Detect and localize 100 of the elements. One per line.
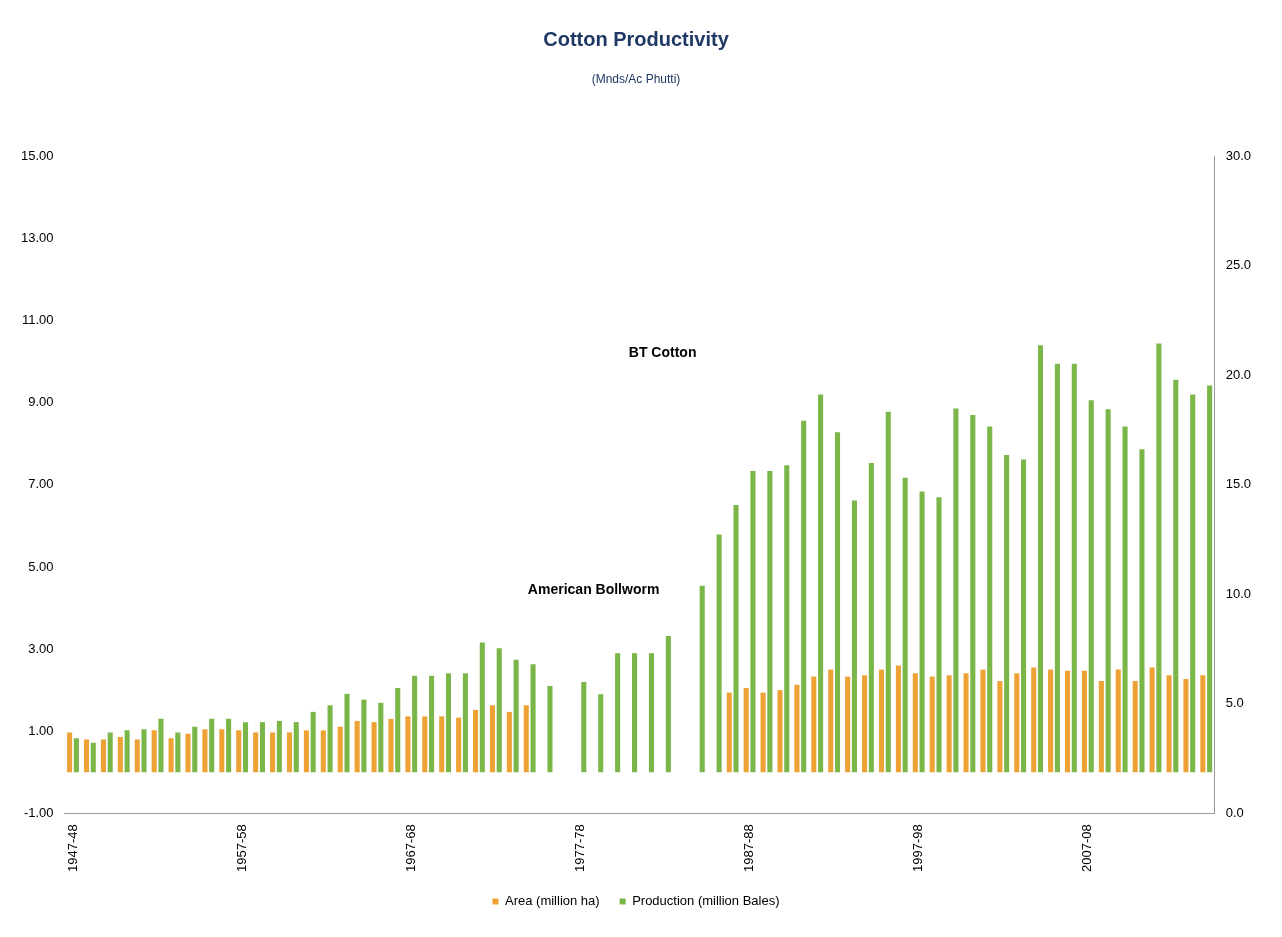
bar — [1098, 681, 1104, 773]
bar — [1081, 670, 1087, 773]
bar — [547, 686, 553, 773]
bar — [885, 411, 891, 773]
y2-tick-label: 10.0 — [1225, 585, 1252, 601]
bar — [1156, 343, 1162, 773]
bar — [1088, 400, 1094, 773]
bar — [777, 690, 783, 773]
bar — [970, 415, 976, 773]
bar — [185, 733, 191, 773]
bar — [489, 705, 495, 773]
y2-tick-label: 15.0 — [1225, 476, 1252, 492]
x-tick-label: 1977-78 — [571, 824, 587, 873]
bar — [1173, 379, 1179, 773]
bar — [1200, 675, 1206, 773]
bar — [523, 705, 529, 773]
y2-tick-label: 20.0 — [1225, 366, 1252, 382]
bar — [1122, 426, 1128, 773]
bar — [158, 718, 164, 773]
bar — [878, 669, 885, 773]
chart-title: Cotton Productivity — [543, 27, 730, 50]
bar — [997, 681, 1003, 773]
bar — [327, 705, 333, 773]
bar — [1166, 675, 1172, 773]
x-tick-label: 1957-58 — [233, 824, 249, 873]
y-tick-label: 1.00 — [28, 722, 54, 738]
bar — [371, 722, 377, 773]
bar — [980, 669, 986, 773]
bar — [946, 675, 952, 773]
bar — [462, 673, 468, 773]
bar — [337, 726, 343, 773]
bar — [834, 432, 841, 773]
bar — [361, 699, 367, 773]
bar — [845, 676, 851, 773]
y-tick-label: 15.00 — [20, 147, 54, 163]
bar — [259, 722, 265, 773]
bar — [310, 711, 316, 773]
bar — [929, 676, 935, 773]
bar — [388, 718, 394, 773]
bar — [209, 718, 215, 773]
bar — [1048, 669, 1054, 773]
bar — [134, 739, 140, 773]
x-tick-label: 1987-88 — [741, 824, 757, 873]
bar — [405, 716, 411, 773]
bar — [936, 497, 942, 773]
bar — [83, 739, 90, 773]
bar — [665, 635, 671, 773]
bar — [100, 739, 106, 773]
bar — [919, 491, 925, 773]
bar — [1004, 454, 1010, 773]
bar — [344, 693, 350, 773]
bar — [868, 463, 874, 773]
bar — [303, 730, 309, 773]
legend-label: Production (million Bales) — [632, 893, 780, 909]
bar — [1037, 345, 1044, 773]
bar — [760, 692, 766, 773]
bar — [513, 659, 519, 773]
bar — [733, 504, 739, 773]
bar — [1021, 459, 1027, 773]
bar — [67, 732, 73, 773]
bar — [124, 730, 130, 773]
bar — [912, 673, 918, 773]
y2-tick-label: 5.0 — [1225, 695, 1244, 711]
bar — [1054, 363, 1060, 773]
bar — [581, 681, 587, 773]
bar — [811, 676, 817, 773]
bar — [354, 720, 360, 773]
bar — [286, 732, 293, 773]
bar — [530, 664, 536, 773]
bar — [1071, 363, 1077, 773]
bar — [801, 420, 807, 773]
bar — [168, 738, 174, 773]
bar — [632, 653, 638, 773]
bar — [851, 500, 857, 773]
y2-tick-label: 25.0 — [1225, 257, 1252, 273]
bar — [1139, 449, 1145, 773]
bar — [1031, 667, 1037, 773]
bar — [818, 394, 824, 773]
bar — [862, 675, 868, 773]
y2-tick-label: 0.0 — [1225, 804, 1244, 820]
bar — [479, 642, 485, 773]
bar — [175, 732, 181, 773]
annotation: BT Cotton — [628, 344, 697, 361]
bar — [473, 709, 479, 773]
bar — [1207, 385, 1213, 773]
y-tick-label: 9.00 — [28, 394, 54, 410]
x-tick-label: 1947-48 — [64, 824, 80, 873]
bar — [1014, 673, 1020, 773]
bar — [784, 465, 790, 773]
annotation: American Bollworm — [527, 580, 660, 597]
bar — [496, 648, 502, 773]
y2-tick-label: 30.0 — [1225, 147, 1252, 163]
bar — [141, 729, 147, 773]
y-tick-label: 5.00 — [28, 558, 54, 574]
bar — [276, 720, 282, 773]
bar — [226, 718, 232, 773]
bar — [422, 716, 428, 773]
bar — [412, 675, 418, 773]
bar — [726, 692, 732, 773]
bar — [1065, 670, 1071, 773]
